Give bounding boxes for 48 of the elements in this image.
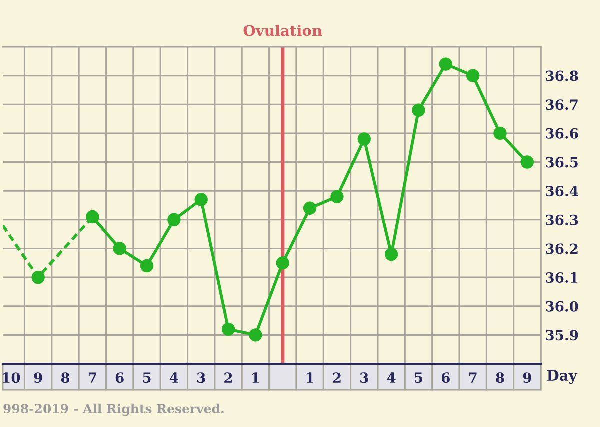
y-tick-label: 36.7 <box>546 100 578 110</box>
x-tick-label: 1 <box>252 372 260 383</box>
y-tick-label: 36.6 <box>546 128 578 139</box>
x-tick-label: 3 <box>360 372 368 384</box>
x-tick-label: 2 <box>333 372 341 383</box>
point <box>168 213 181 227</box>
y-tick-label: 36.4 <box>546 186 578 197</box>
point <box>194 193 208 206</box>
point <box>494 126 507 140</box>
point <box>113 242 126 256</box>
x-axis-title: Day <box>547 370 578 384</box>
point <box>466 69 480 82</box>
x-tick-label: 7 <box>469 372 477 383</box>
x-tick-label: 5 <box>415 372 423 384</box>
x-tick-label: 3 <box>197 372 206 384</box>
point <box>412 104 426 117</box>
point <box>384 248 398 262</box>
text: 998-2019 - All Rights Reserved. <box>4 404 224 416</box>
x-tick-label: 6 <box>442 372 450 384</box>
point <box>140 259 154 273</box>
x-tick-label: 8 <box>61 372 70 384</box>
y-tick-label: 35.9 <box>546 330 578 341</box>
y-tick-label: 36.5 <box>546 157 578 168</box>
point <box>276 256 290 270</box>
x-tick-label: 9 <box>523 372 532 384</box>
ref-line-label: Ovulation <box>244 24 322 36</box>
x-tick-label: 10 <box>3 372 20 384</box>
y-tick-label: 36.2 <box>546 244 578 254</box>
point <box>249 328 262 342</box>
point <box>330 190 344 204</box>
point <box>222 322 236 336</box>
x-tick-label: 2 <box>224 372 232 383</box>
y-tick-label: 36.8 <box>546 70 578 82</box>
y-tick-label: 36.1 <box>546 272 578 284</box>
x-tick-label: 6 <box>116 372 124 384</box>
point <box>439 58 452 71</box>
x-tick-label: 8 <box>496 372 504 384</box>
x-tick-label: 4 <box>387 372 396 383</box>
x-tick-label: 9 <box>34 372 42 384</box>
y-tick-label: 36.0 <box>546 301 578 312</box>
x-tick-label: 4 <box>170 372 178 383</box>
point <box>358 132 371 146</box>
x-tick-label: 1 <box>306 372 314 383</box>
y-tick-label: 36.3 <box>546 214 578 226</box>
x-tick-label: 5 <box>143 372 151 384</box>
point <box>303 202 317 215</box>
x-tick-label: 7 <box>88 372 96 383</box>
point <box>520 156 534 169</box>
